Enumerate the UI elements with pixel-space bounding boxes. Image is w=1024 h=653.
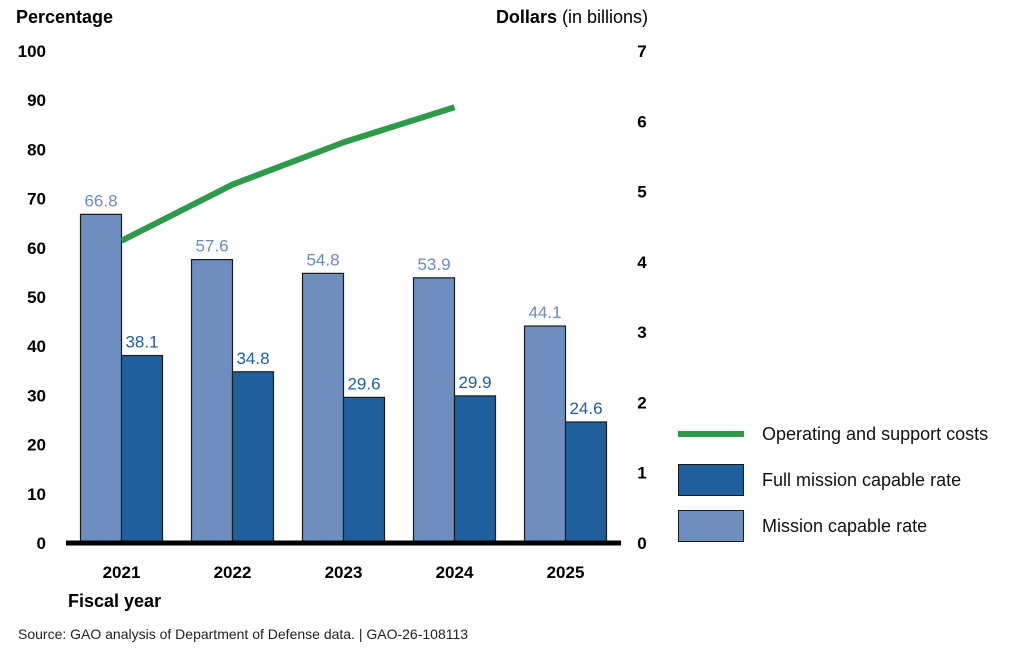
right-tick-label: 3 [637, 323, 646, 342]
bar-mission-capable [79, 213, 123, 544]
bar-full-mission-capable [342, 396, 386, 544]
left-tick-label: 20 [27, 436, 46, 455]
data-label-mission-capable: 57.6 [195, 237, 228, 256]
data-label-full-mission-capable: 34.8 [236, 349, 269, 368]
right-tick-label: 1 [637, 464, 646, 483]
data-label-mission-capable: 53.9 [417, 255, 450, 274]
right-tick-label: 5 [637, 183, 646, 202]
bar-full-mission-capable [453, 395, 497, 544]
bar-mission-capable [412, 277, 456, 544]
right-axis-title-bold: Dollars [495, 7, 557, 27]
x-tick-label: 2022 [214, 563, 252, 582]
x-tick-label: 2024 [436, 563, 474, 582]
bar-full-mission-capable [120, 354, 164, 544]
left-tick-label: 80 [27, 140, 46, 159]
legend-item-costs: Operating and support costs [678, 418, 988, 450]
data-label-mission-capable: 54.8 [306, 250, 339, 269]
left-tick-label: 100 [18, 42, 46, 61]
data-label-full-mission-capable: 29.6 [347, 374, 380, 393]
bar-full-mission-capable [231, 371, 275, 544]
left-axis-title: Percentage [16, 7, 114, 27]
left-tick-label: 70 [27, 190, 46, 209]
legend-label-costs: Operating and support costs [762, 423, 989, 444]
left-tick-label: 0 [37, 534, 46, 553]
right-tick-label: 2 [637, 393, 646, 412]
right-tick-label: 0 [637, 534, 646, 553]
legend-label-mission: Mission capable rate [762, 515, 928, 536]
left-tick-label: 50 [27, 288, 46, 307]
data-label-mission-capable: 44.1 [528, 303, 561, 322]
left-tick-label: 60 [27, 239, 46, 258]
right-axis-title: Dollars (in billions) [496, 7, 648, 28]
bar-full-mission-capable [564, 421, 608, 544]
legend-swatch-mission [678, 510, 744, 542]
legend: Operating and support costs Full mission… [678, 418, 988, 556]
right-tick-label: 6 [637, 112, 646, 131]
data-label-full-mission-capable: 24.6 [569, 399, 602, 418]
bar-mission-capable [523, 325, 567, 544]
right-axis-title-unit: (in billions) [556, 7, 648, 27]
x-axis-title: Fiscal year [68, 591, 162, 611]
right-tick-label: 7 [637, 42, 646, 61]
legend-item-full-mission: Full mission capable rate [678, 464, 988, 496]
bar-mission-capable [301, 272, 345, 544]
right-tick-label: 4 [637, 253, 647, 272]
data-label-full-mission-capable: 29.9 [458, 373, 491, 392]
data-label-full-mission-capable: 38.1 [125, 333, 158, 352]
left-tick-label: 40 [27, 337, 46, 356]
source-note: Source: GAO analysis of Department of De… [18, 626, 469, 642]
left-tick-label: 10 [27, 485, 46, 504]
data-label-mission-capable: 66.8 [84, 191, 117, 210]
legend-swatch-full-mission [678, 464, 744, 496]
legend-item-mission: Mission capable rate [678, 510, 988, 542]
legend-label-full-mission: Full mission capable rate [762, 469, 962, 490]
x-tick-label: 2021 [103, 563, 141, 582]
left-tick-label: 90 [27, 91, 46, 110]
x-tick-label: 2023 [325, 563, 363, 582]
bar-mission-capable [190, 259, 234, 544]
legend-swatch-costs [678, 431, 744, 437]
line-operating-support-costs [120, 104, 456, 244]
x-tick-label: 2025 [547, 563, 585, 582]
left-tick-label: 30 [27, 386, 46, 405]
